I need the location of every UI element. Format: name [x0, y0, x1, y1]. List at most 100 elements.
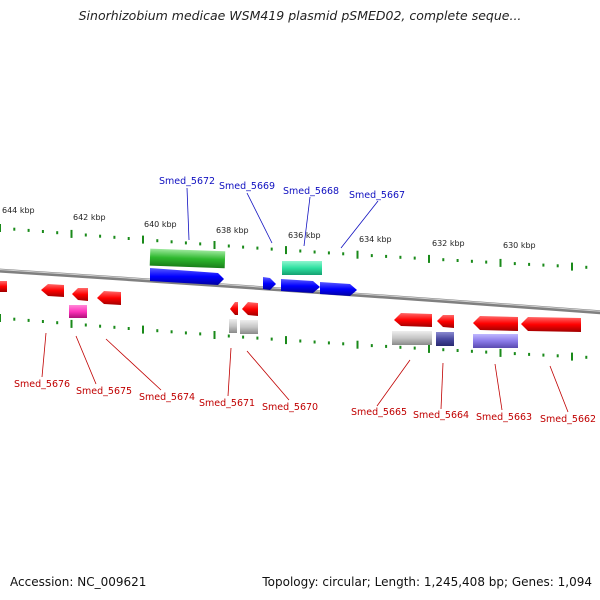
lower-tick-row	[0, 314, 588, 361]
gene-feature[interactable]	[69, 305, 87, 318]
minor-tick	[370, 344, 373, 348]
scale-label-632: 632 kbp	[432, 239, 465, 248]
page-title: Sinorhizobium medicae WSM419 plasmid pSM…	[78, 8, 522, 23]
gene-label-smed-5669[interactable]: Smed_5669	[219, 181, 275, 192]
minor-tick	[513, 262, 516, 266]
gene-label-smed-5670[interactable]: Smed_5670	[262, 402, 318, 413]
gene-label-smed-5662[interactable]: Smed_5662	[540, 414, 596, 425]
gene-feature[interactable]	[150, 268, 224, 285]
gene-feature[interactable]	[230, 302, 238, 315]
major-tick	[213, 241, 216, 249]
major-tick	[571, 262, 573, 271]
major-tick	[70, 229, 73, 238]
major-tick	[428, 344, 430, 353]
minor-tick	[528, 262, 531, 266]
bottom-strand-genes	[0, 281, 581, 348]
gene-label-smed-5675[interactable]: Smed_5675	[76, 386, 132, 397]
minor-tick	[470, 259, 473, 263]
gene-feature[interactable]	[0, 281, 7, 292]
minor-tick	[84, 233, 87, 237]
minor-tick	[27, 318, 30, 322]
major-tick	[428, 254, 430, 263]
gene-feature[interactable]	[72, 288, 88, 301]
minor-tick	[485, 260, 488, 264]
minor-tick	[327, 341, 330, 345]
gene-feature[interactable]	[436, 332, 454, 346]
minor-tick	[513, 352, 516, 356]
major-tick	[142, 325, 144, 334]
gene-feature[interactable]	[240, 320, 258, 334]
upper-tick-row	[0, 224, 588, 271]
top-gene-labels: Smed_5672 Smed_5669 Smed_5668 Smed_5667	[159, 176, 405, 201]
scale-label-640: 640 kbp	[144, 220, 177, 229]
minor-tick	[585, 355, 588, 359]
gene-feature[interactable]	[97, 291, 121, 305]
minor-tick	[299, 339, 302, 343]
gene-label-smed-5667[interactable]: Smed_5667	[349, 190, 405, 201]
minor-tick	[342, 252, 345, 256]
minor-tick	[556, 264, 559, 268]
minor-tick	[127, 237, 130, 240]
gene-feature[interactable]	[41, 284, 64, 297]
major-tick	[285, 246, 287, 255]
gene-feature[interactable]	[394, 313, 432, 327]
minor-tick	[385, 254, 388, 258]
major-tick	[499, 258, 502, 267]
gene-label-smed-5665[interactable]: Smed_5665	[351, 407, 407, 418]
gene-label-smed-5672[interactable]: Smed_5672	[159, 176, 215, 187]
minor-tick	[270, 337, 273, 341]
minor-tick	[313, 250, 316, 254]
gene-label-smed-5668[interactable]: Smed_5668	[283, 186, 339, 197]
minor-tick	[256, 336, 259, 340]
gene-label-smed-5676[interactable]: Smed_5676	[14, 379, 70, 390]
minor-tick	[299, 249, 302, 253]
minor-tick	[542, 353, 545, 357]
gene-feature[interactable]	[149, 248, 226, 269]
minor-tick	[385, 344, 388, 348]
gene-feature[interactable]	[473, 334, 518, 348]
major-tick	[213, 331, 216, 339]
major-tick	[499, 348, 502, 357]
gene-feature[interactable]	[320, 282, 357, 296]
major-tick	[356, 250, 359, 259]
minor-tick	[84, 323, 87, 327]
bottom-label-leaders	[41, 332, 569, 413]
minor-tick	[156, 329, 159, 333]
minor-tick	[528, 352, 531, 356]
major-tick	[356, 340, 359, 349]
minor-tick	[184, 331, 187, 335]
scale-label-630: 630 kbp	[503, 241, 536, 250]
minor-tick	[413, 346, 416, 350]
gene-feature[interactable]	[229, 319, 237, 333]
gene-label-smed-5663[interactable]: Smed_5663	[476, 412, 532, 423]
gene-label-smed-5664[interactable]: Smed_5664	[413, 410, 469, 421]
gene-feature[interactable]	[263, 277, 276, 290]
scale-label-634: 634 kbp	[359, 235, 392, 244]
top-label-leaders	[186, 187, 379, 249]
minor-tick	[156, 239, 159, 243]
scale-label-642: 642 kbp	[73, 213, 106, 222]
minor-tick	[242, 335, 245, 339]
gene-label-smed-5671[interactable]: Smed_5671	[199, 398, 255, 409]
gene-feature[interactable]	[437, 315, 454, 328]
gene-feature[interactable]	[392, 331, 432, 345]
gene-feature[interactable]	[242, 302, 258, 316]
gene-feature[interactable]	[281, 279, 320, 293]
gene-label-smed-5674[interactable]: Smed_5674	[139, 392, 195, 403]
minor-tick	[485, 350, 488, 354]
accession-text: Accession: NC_009621	[10, 575, 147, 589]
minor-tick	[99, 234, 102, 238]
gene-feature[interactable]	[282, 261, 322, 275]
scale-labels: 644 kbp 642 kbp 640 kbp 638 kbp 636 kbp …	[2, 206, 536, 250]
minor-tick	[113, 325, 116, 329]
gene-feature[interactable]	[473, 316, 518, 331]
major-tick	[571, 352, 573, 361]
minor-tick	[242, 245, 245, 249]
minor-tick	[399, 345, 402, 349]
genome-summary-text: Topology: circular; Length: 1,245,408 bp…	[262, 575, 592, 589]
minor-tick	[41, 230, 44, 233]
minor-tick	[27, 228, 30, 232]
gene-feature[interactable]	[521, 317, 581, 332]
